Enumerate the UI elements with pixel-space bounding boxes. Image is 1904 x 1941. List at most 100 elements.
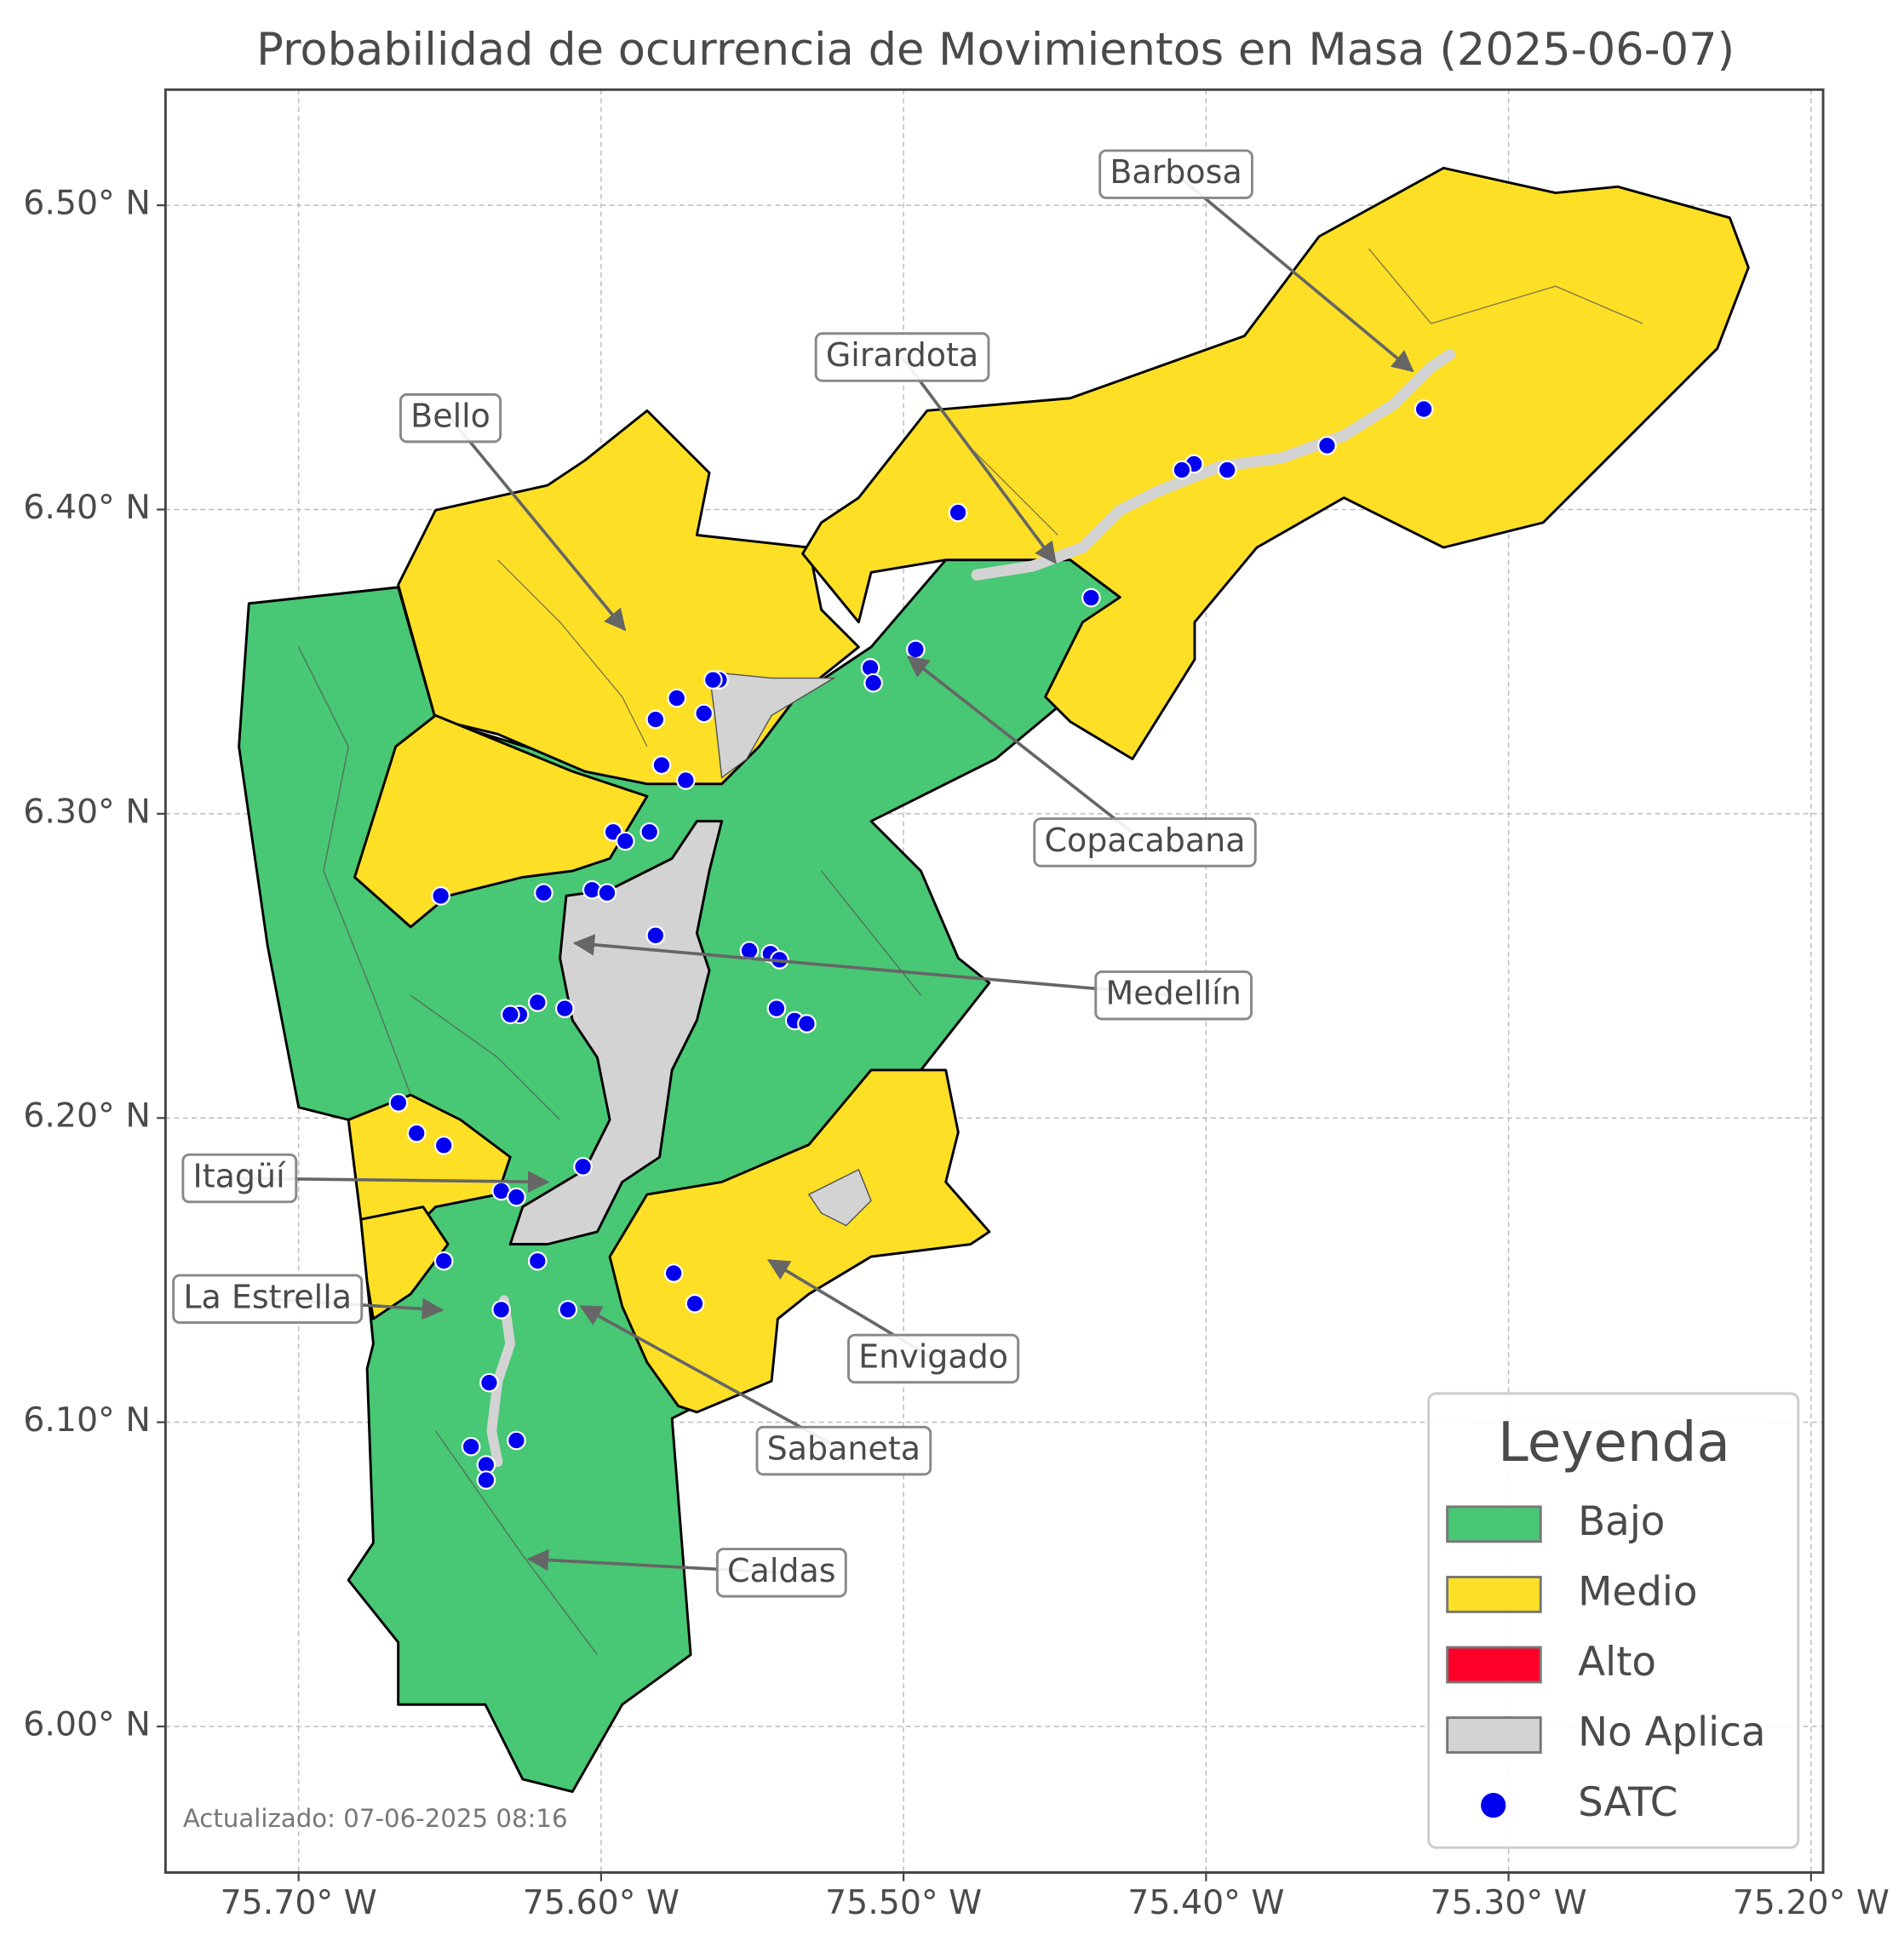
satc-station (431, 886, 450, 906)
update-note: Actualizado: 07-06-2025 08:16 (183, 1804, 568, 1833)
legend-label: Alto (1578, 1640, 1656, 1686)
annotation-arrow (449, 416, 627, 632)
boundary (434, 1430, 599, 1656)
satc-station (573, 1157, 593, 1177)
satc-station (388, 1093, 409, 1113)
region-no-aplica (807, 1168, 872, 1227)
satc-station (703, 670, 723, 690)
satc-station (1217, 460, 1237, 480)
satc-station (406, 1123, 427, 1143)
annotations: Barbosa Girardota Bello Copacabana Medellín I… (172, 149, 1414, 1598)
satc-station (597, 883, 617, 903)
satc-station (766, 999, 787, 1018)
annotation-box (181, 1153, 298, 1204)
annotation-arrow (1174, 173, 1414, 373)
region-medio (353, 713, 649, 929)
satc-station (433, 1136, 454, 1155)
legend-swatch (1446, 1716, 1542, 1754)
satc-station (797, 1014, 817, 1033)
satc-station (645, 709, 666, 730)
satc-station (527, 993, 548, 1012)
boundary (970, 447, 1058, 536)
legend-title: Leyenda (1498, 1411, 1730, 1474)
x-tick-label: 75.40° W (1127, 1883, 1284, 1922)
annotation-box (1033, 817, 1257, 867)
annotation-arrow (906, 656, 1146, 844)
satc-station (491, 1300, 511, 1320)
boundary (410, 994, 561, 1120)
satc-station (645, 925, 666, 946)
legend: Leyenda Bajo Medio Alto No Aplica SATC (1427, 1392, 1800, 1849)
satc-station (639, 822, 660, 842)
x-tick-label: 75.50° W (825, 1883, 982, 1922)
region-no-aplica (508, 820, 724, 1245)
annotation-label: Copacabana (1044, 822, 1245, 859)
annotation-box (399, 392, 502, 444)
legend-label: No Aplica (1578, 1710, 1765, 1756)
chart-title: Probabilidad de ocurrencia de Movimiento… (256, 24, 1735, 76)
annotation-arrow (572, 934, 1174, 998)
annotation-box (1098, 149, 1253, 199)
satc-station (558, 1300, 578, 1320)
annotation-label: Barbosa (1110, 153, 1242, 191)
satc-station (1414, 399, 1434, 419)
regions (238, 166, 1750, 1794)
annotation-label: La Estrella (183, 1278, 352, 1315)
satc-station (906, 639, 926, 660)
region-medio (608, 1068, 991, 1414)
annotation-box (172, 1274, 364, 1325)
y-tick-label: 6.10° N (23, 1400, 151, 1440)
legend-swatch (1446, 1575, 1542, 1613)
satc-station (501, 1005, 520, 1025)
annotation-label: Bello (410, 398, 490, 435)
annotation-box (814, 332, 990, 382)
legend-label: Bajo (1578, 1499, 1665, 1545)
legend-swatch (1446, 1505, 1542, 1543)
satc-station (694, 703, 714, 724)
annotation-label: Caldas (727, 1552, 836, 1589)
satc-station (507, 1430, 526, 1451)
boundary (298, 646, 411, 1096)
satc-station (663, 1263, 684, 1283)
satc-station (1172, 460, 1192, 480)
y-tick-label: 6.50° N (23, 184, 151, 223)
satc-station (667, 688, 687, 708)
legend-label: Medio (1578, 1569, 1697, 1615)
axes-frame (163, 88, 1825, 1875)
x-tick-label: 75.70° W (221, 1883, 377, 1922)
annotation-box (715, 1548, 847, 1598)
legend-marker (1481, 1793, 1506, 1818)
satc-station (651, 755, 672, 776)
satc-station (676, 770, 696, 790)
y-tick-label: 6.40° N (23, 488, 151, 527)
satc-station (527, 1251, 548, 1271)
x-tick-label: 75.20° W (1733, 1883, 1890, 1922)
x-tick-label: 75.30° W (1430, 1883, 1586, 1922)
satc-station (554, 999, 575, 1018)
x-tick-label: 75.60° W (523, 1883, 680, 1922)
y-tick-label: 6.20° N (23, 1096, 151, 1136)
satc-station (476, 1470, 496, 1490)
satc-station (1081, 587, 1101, 608)
satc-station (1317, 436, 1337, 455)
satc-station (479, 1372, 499, 1393)
annotation-box (755, 1425, 932, 1476)
annotation-label: Medellín (1105, 975, 1241, 1012)
annotation-label: Itagüí (193, 1158, 287, 1195)
legend-label: SATC (1578, 1780, 1677, 1826)
annotation-box (846, 1333, 1020, 1384)
y-tick-label: 6.00° N (23, 1705, 151, 1744)
satc-station (863, 673, 883, 693)
annotation-arrow (901, 356, 1057, 564)
satc-station (507, 1187, 526, 1207)
satc-station (433, 1251, 454, 1271)
legend-swatch (1446, 1646, 1542, 1684)
satc-station (615, 831, 635, 851)
annotation-label: Sabaneta (767, 1430, 920, 1468)
satc-station (685, 1293, 705, 1314)
boundary (820, 870, 922, 996)
satc-station (534, 883, 553, 903)
annotation-label: Envigado (858, 1337, 1008, 1375)
